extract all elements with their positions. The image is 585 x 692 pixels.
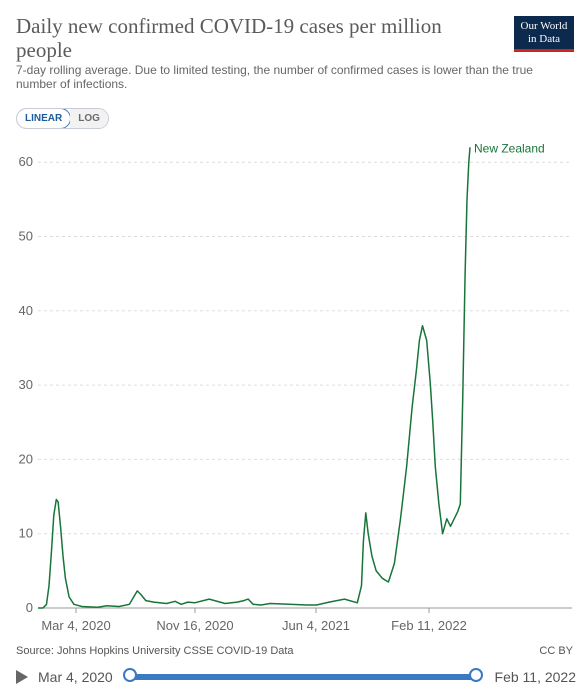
timeline-track[interactable] <box>130 674 476 680</box>
y-tick-label: 60 <box>19 154 33 169</box>
source-note: Source: Johns Hopkins University CSSE CO… <box>16 645 294 657</box>
timeline-end-handle[interactable] <box>469 668 483 682</box>
logo-line-1: Our World <box>520 20 568 32</box>
y-tick-label: 0 <box>26 600 33 615</box>
owid-logo[interactable]: Our World in Data <box>514 16 574 52</box>
y-tick-label: 50 <box>19 229 33 244</box>
series-line-new-zealand[interactable] <box>38 147 471 609</box>
x-tick-labels: Mar 4, 2020 Nov 16, 2020 Jun 4, 2021 Feb 11… <box>41 608 467 633</box>
y-tick-label: 20 <box>19 451 33 466</box>
chart-subtitle: 7-day rolling average. Due to limited te… <box>16 63 533 91</box>
x-tick-label: Mar 4, 2020 <box>41 618 110 633</box>
scale-toggle: LINEAR LOG <box>16 108 109 129</box>
logo-line-2: in Data <box>527 33 561 45</box>
timeline: Mar 4, 2020 Feb 11, 2022 <box>16 666 576 688</box>
x-tick-label: Nov 16, 2020 <box>156 618 233 633</box>
timeline-end-label: Feb 11, 2022 <box>494 669 576 685</box>
series-label-new-zealand[interactable]: New Zealand <box>474 141 545 155</box>
x-tick-label: Jun 4, 2021 <box>282 618 350 633</box>
y-tick-label: 10 <box>19 526 33 541</box>
y-tick-label: 30 <box>19 377 33 392</box>
license-link[interactable]: CC BY <box>539 645 573 657</box>
timeline-start-label: Mar 4, 2020 <box>38 669 113 685</box>
line-chart: 0 10 20 30 40 50 60 Mar 4, 2020 Nov 16, 2020 Jun… <box>19 141 572 633</box>
play-icon[interactable] <box>16 670 28 684</box>
y-tick-labels: 0 10 20 30 40 50 60 <box>19 154 33 615</box>
grid-layer <box>38 161 572 609</box>
linear-scale-button[interactable]: LINEAR <box>16 109 72 128</box>
chart-title: Daily new confirmed COVID-19 cases per m… <box>16 14 442 62</box>
y-tick-label: 40 <box>19 303 33 318</box>
timeline-start-handle[interactable] <box>123 668 137 682</box>
source-prefix: Source: <box>16 645 57 657</box>
log-scale-button[interactable]: LOG <box>70 109 108 128</box>
x-tick-label: Feb 11, 2022 <box>391 618 467 633</box>
series-layer: New Zealand <box>38 141 545 609</box>
source-link[interactable]: Johns Hopkins University CSSE COVID-19 D… <box>56 645 294 657</box>
